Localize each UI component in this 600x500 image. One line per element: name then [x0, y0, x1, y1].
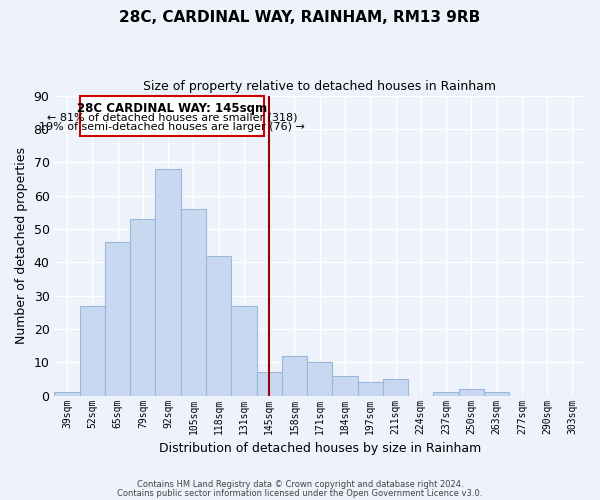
Text: Contains HM Land Registry data © Crown copyright and database right 2024.: Contains HM Land Registry data © Crown c… — [137, 480, 463, 489]
X-axis label: Distribution of detached houses by size in Rainham: Distribution of detached houses by size … — [158, 442, 481, 455]
Bar — [231, 306, 257, 396]
Bar — [105, 242, 130, 396]
Text: 28C CARDINAL WAY: 145sqm: 28C CARDINAL WAY: 145sqm — [77, 102, 267, 114]
Y-axis label: Number of detached properties: Number of detached properties — [15, 147, 28, 344]
Bar — [181, 209, 206, 396]
Bar — [383, 379, 408, 396]
Title: Size of property relative to detached houses in Rainham: Size of property relative to detached ho… — [143, 80, 496, 93]
Bar — [206, 256, 231, 396]
Text: 28C, CARDINAL WAY, RAINHAM, RM13 9RB: 28C, CARDINAL WAY, RAINHAM, RM13 9RB — [119, 10, 481, 25]
Bar — [80, 306, 105, 396]
FancyBboxPatch shape — [80, 96, 264, 136]
Text: 19% of semi-detached houses are larger (76) →: 19% of semi-detached houses are larger (… — [39, 122, 305, 132]
Bar — [55, 392, 80, 396]
Bar — [307, 362, 332, 396]
Bar — [358, 382, 383, 396]
Bar — [433, 392, 458, 396]
Bar — [155, 169, 181, 396]
Bar — [458, 389, 484, 396]
Text: ← 81% of detached houses are smaller (318): ← 81% of detached houses are smaller (31… — [47, 112, 297, 122]
Bar — [257, 372, 282, 396]
Bar — [484, 392, 509, 396]
Bar — [282, 356, 307, 396]
Bar — [130, 219, 155, 396]
Bar — [332, 376, 358, 396]
Text: Contains public sector information licensed under the Open Government Licence v3: Contains public sector information licen… — [118, 488, 482, 498]
